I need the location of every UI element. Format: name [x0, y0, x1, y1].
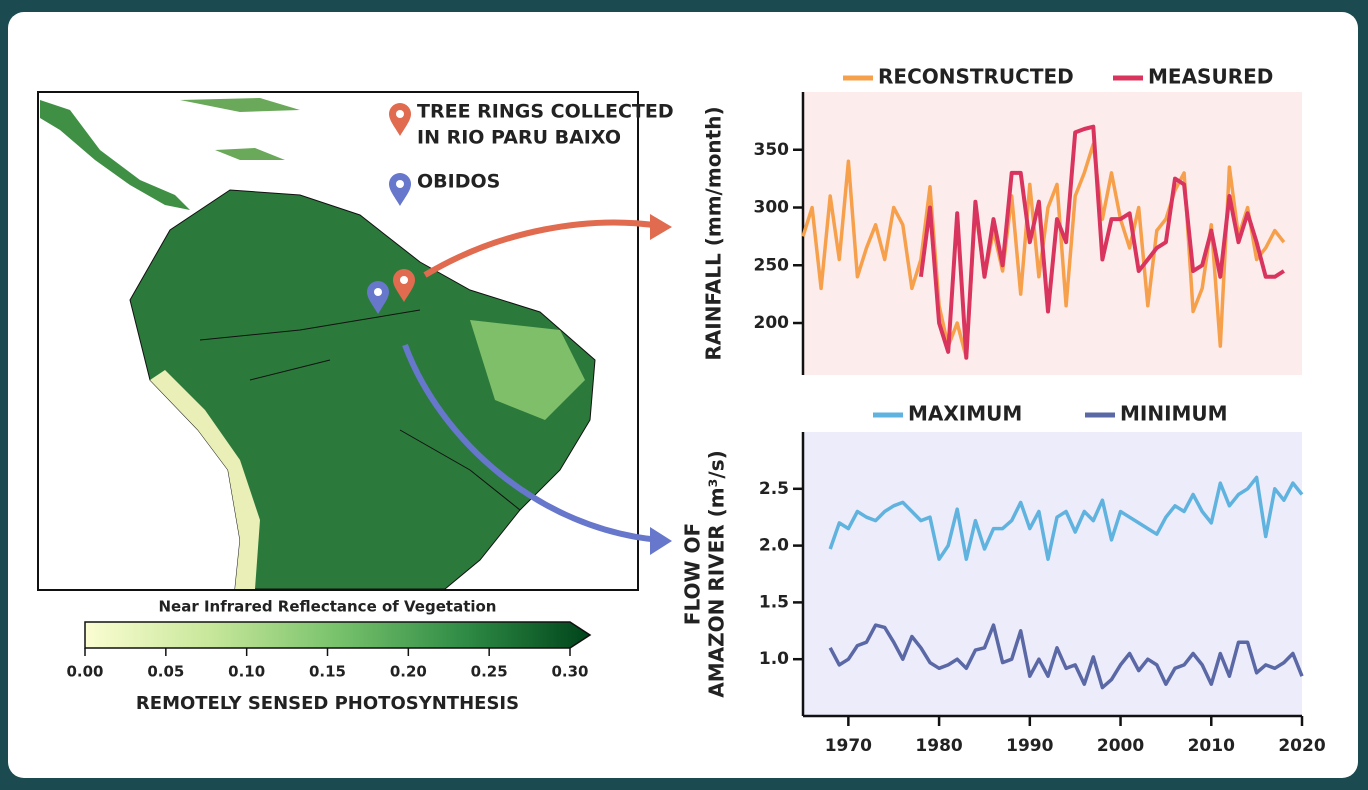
- x-tick-label: 1970: [825, 736, 872, 756]
- y-tick-label: 1.0: [759, 649, 789, 669]
- page: TREE RINGS COLLECTED IN RIO PARU BAIXO OBI…: [0, 0, 1368, 790]
- site-pin-dot: [400, 276, 408, 284]
- x-tick-label: 1980: [915, 736, 962, 756]
- site-pin-dot: [374, 288, 382, 296]
- legend-label: TREE RINGS COLLECTED: [417, 101, 674, 123]
- legend-pin-dot: [396, 180, 404, 188]
- y-tick-label: 2.0: [759, 536, 789, 556]
- legend-label: MINIMUM: [1120, 402, 1228, 426]
- legend-label: MAXIMUM: [908, 402, 1022, 426]
- x-tick-label: 2000: [1097, 736, 1144, 756]
- colorbar-label: REMOTELY SENSED PHOTOSYNTHESIS: [136, 693, 519, 714]
- x-tick-label: 1990: [1006, 736, 1053, 756]
- y-tick-label: 200: [754, 313, 790, 333]
- x-tick-label: 0.15: [309, 663, 346, 681]
- colorbar: [85, 622, 590, 648]
- x-tick-label: 0.30: [551, 663, 588, 681]
- colorbar-title: Near Infrared Reflectance of Vegetation: [159, 598, 497, 616]
- figure: TREE RINGS COLLECTED IN RIO PARU BAIXO OBI…: [0, 0, 1368, 790]
- legend-label: RECONSTRUCTED: [878, 65, 1074, 89]
- x-tick-label: 2020: [1278, 736, 1325, 756]
- y-axis-label: FLOW OF: [681, 523, 705, 625]
- x-tick-label: 0.25: [471, 663, 508, 681]
- y-axis-label: RAINFALL (mm/month): [702, 106, 726, 360]
- map: TREE RINGS COLLECTED IN RIO PARU BAIXO OBI…: [38, 92, 674, 590]
- legend-label: IN RIO PARU BAIXO: [417, 127, 621, 149]
- y-tick-label: 2.5: [759, 479, 789, 499]
- legend-label: MEASURED: [1148, 65, 1273, 89]
- legend-label: OBIDOS: [417, 171, 500, 193]
- y-axis-label: AMAZON RIVER (m³/s): [705, 450, 729, 698]
- y-tick-label: 1.5: [759, 592, 789, 612]
- x-tick-label: 0.05: [147, 663, 184, 681]
- x-tick-label: 0.20: [390, 663, 427, 681]
- x-tick-label: 0.10: [228, 663, 265, 681]
- x-tick-label: 0.00: [66, 663, 103, 681]
- y-tick-label: 300: [754, 198, 790, 218]
- x-tick-label: 2010: [1188, 736, 1235, 756]
- y-tick-label: 250: [754, 255, 790, 275]
- legend-pin-dot: [396, 110, 404, 118]
- y-tick-label: 350: [754, 140, 790, 160]
